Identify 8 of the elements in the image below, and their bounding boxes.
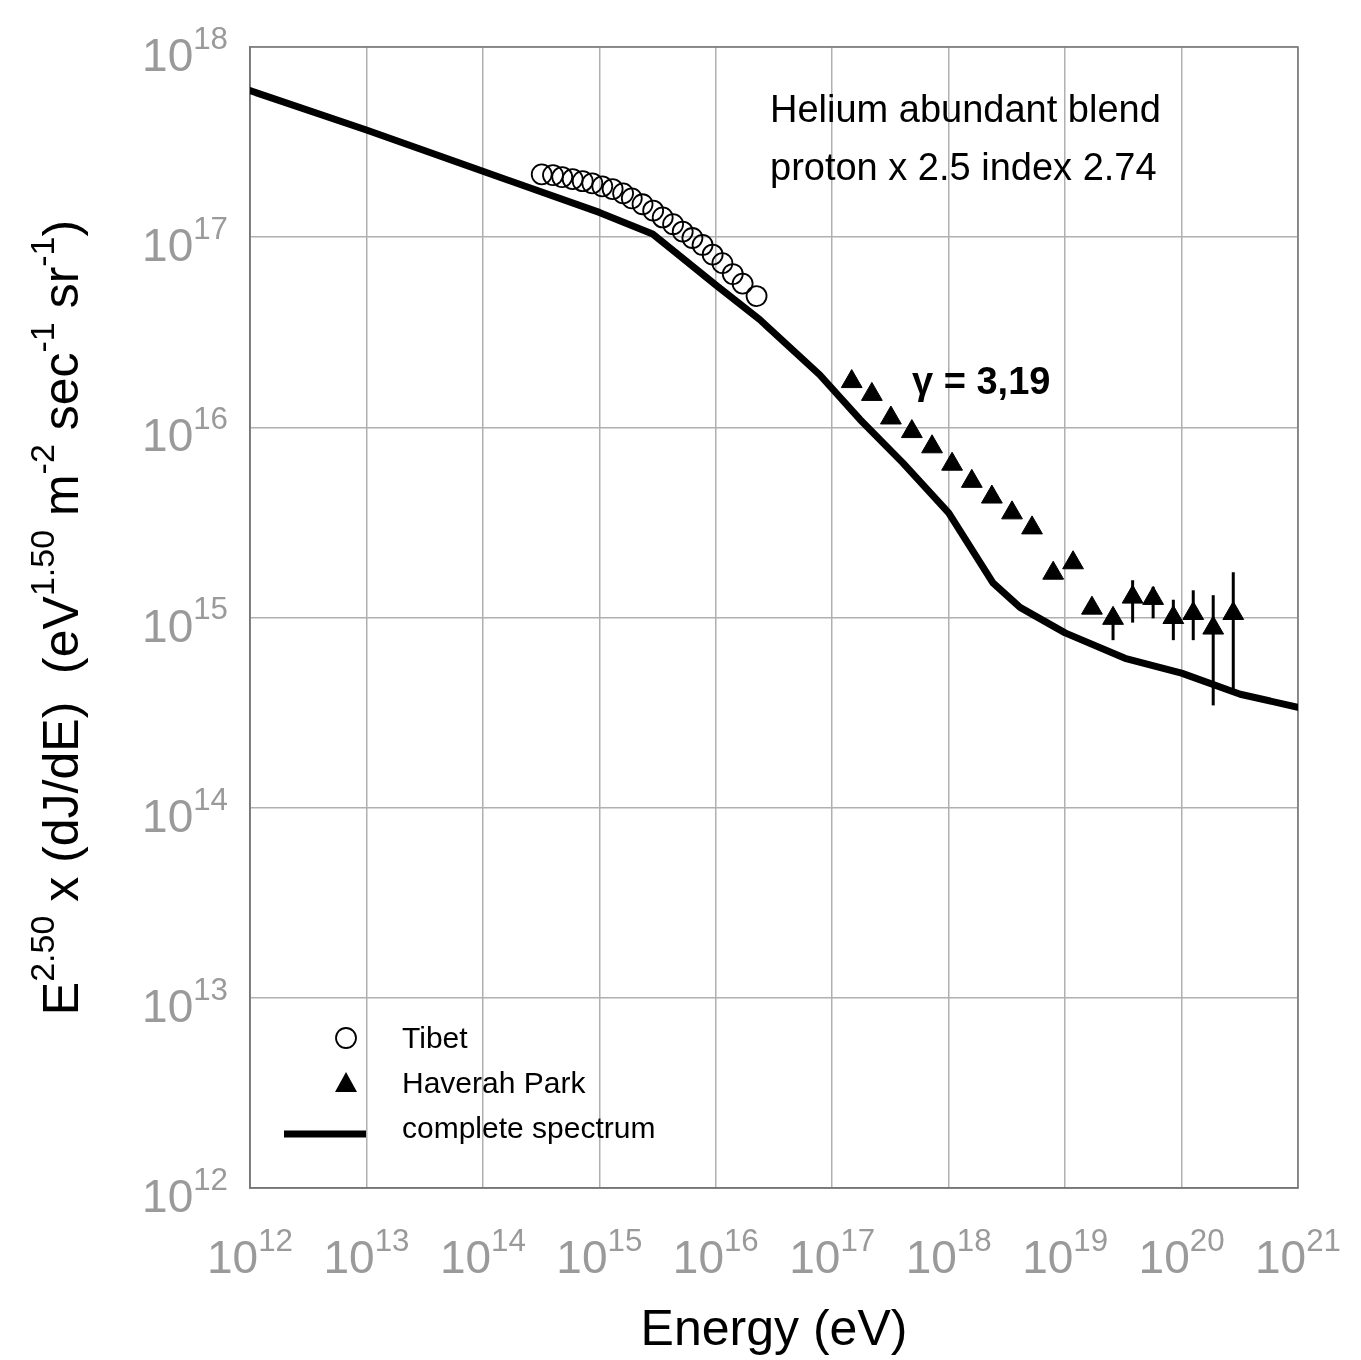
- text: E2.50 x (dJ/dE) (eV1.50 m-2 sec-1 sr-1): [23, 219, 89, 1016]
- annotation: proton x 2.5 index 2.74: [770, 146, 1157, 188]
- legend-label: Haverah Park: [402, 1066, 587, 1099]
- legend-label: Tibet: [402, 1021, 469, 1054]
- annotation: Helium abundant blend: [770, 88, 1161, 130]
- annotation: γ = 3,19: [912, 360, 1051, 402]
- x-axis-title: Energy (eV): [640, 1300, 908, 1356]
- legend-label: complete spectrum: [402, 1111, 656, 1144]
